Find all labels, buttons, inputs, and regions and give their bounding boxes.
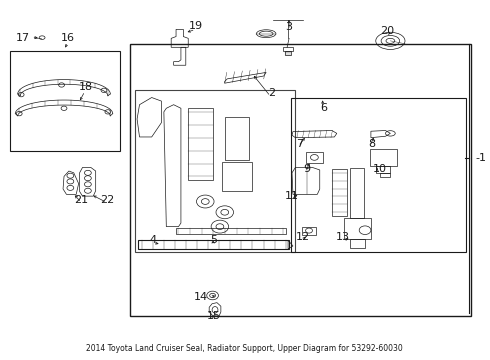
Bar — [188, 108, 213, 180]
Text: 6: 6 — [320, 103, 327, 113]
Bar — [350, 239, 365, 248]
Bar — [283, 47, 293, 51]
Bar — [285, 51, 292, 55]
Text: 19: 19 — [189, 21, 202, 31]
Bar — [130, 44, 471, 316]
Text: 8: 8 — [368, 139, 375, 149]
Text: -1: -1 — [476, 153, 487, 163]
Bar — [225, 117, 249, 160]
Bar — [138, 240, 289, 249]
Bar — [344, 218, 371, 239]
Bar — [370, 149, 397, 166]
Text: 12: 12 — [295, 232, 310, 242]
Text: 14: 14 — [195, 292, 208, 302]
Bar — [350, 168, 364, 218]
Text: 10: 10 — [373, 164, 387, 174]
Text: 4: 4 — [149, 235, 156, 245]
Text: 21: 21 — [74, 195, 89, 205]
Text: 9: 9 — [303, 164, 310, 174]
Bar — [222, 162, 251, 191]
Text: 2: 2 — [268, 88, 275, 98]
Bar — [302, 226, 317, 234]
Text: 5: 5 — [211, 235, 218, 245]
Bar — [376, 166, 391, 173]
Text: 17: 17 — [16, 33, 30, 42]
Bar — [135, 90, 295, 252]
Text: 7: 7 — [296, 139, 303, 149]
Bar — [306, 152, 323, 163]
Text: 16: 16 — [61, 33, 75, 42]
Text: 13: 13 — [336, 232, 350, 242]
Bar — [10, 51, 120, 151]
Bar — [332, 169, 346, 216]
Text: 20: 20 — [380, 26, 394, 36]
Bar — [291, 98, 466, 252]
Text: 11: 11 — [285, 192, 299, 202]
Text: 3: 3 — [286, 22, 293, 32]
Bar — [380, 173, 391, 177]
Text: 15: 15 — [207, 311, 221, 321]
Text: 18: 18 — [79, 82, 93, 93]
Text: 2014 Toyota Land Cruiser Seal, Radiator Support, Upper Diagram for 53292-60030: 2014 Toyota Land Cruiser Seal, Radiator … — [86, 344, 403, 353]
Text: 22: 22 — [100, 195, 114, 205]
Bar — [176, 228, 286, 234]
